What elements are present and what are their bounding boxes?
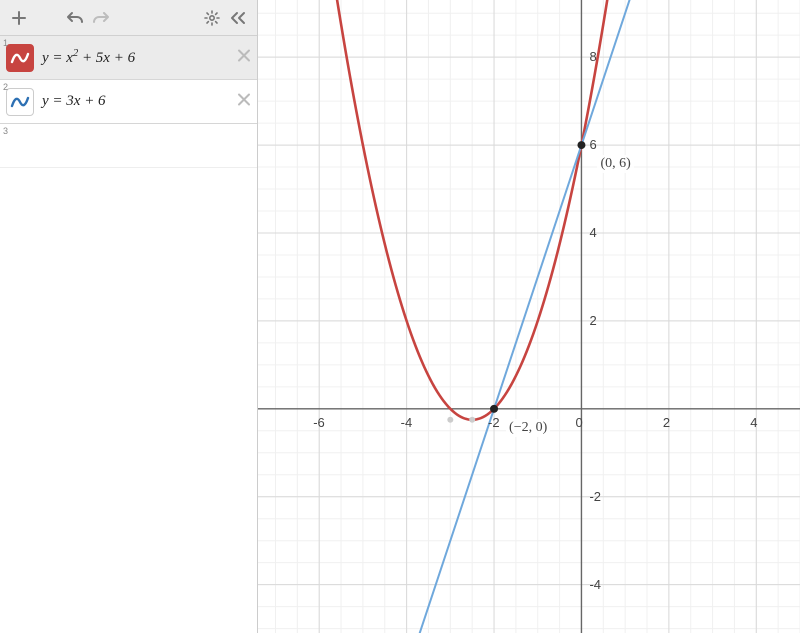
graph-svg	[258, 0, 800, 633]
redo-button[interactable]	[88, 5, 114, 31]
expression-index: 2	[3, 82, 8, 92]
expression-row-empty[interactable]: 3	[0, 124, 257, 168]
collapse-panel-button[interactable]	[225, 5, 251, 31]
close-icon	[237, 48, 251, 62]
y-tick-label: 8	[589, 49, 596, 64]
vertex-mark	[469, 417, 475, 423]
expression-index: 1	[3, 38, 8, 48]
curve-parabola	[258, 0, 800, 420]
settings-button[interactable]	[199, 5, 225, 31]
x-tick-label: -4	[401, 415, 413, 430]
x-tick-label: -2	[488, 415, 500, 430]
gear-icon	[204, 10, 220, 26]
point-label: (0, 6)	[597, 155, 633, 173]
redo-icon	[92, 11, 110, 25]
expression-list: 1 y = x2 + 5x + 6 2 y = 3x + 6 3	[0, 36, 257, 633]
expression-text[interactable]: y = x2 + 5x + 6	[42, 48, 135, 67]
expression-panel: 1 y = x2 + 5x + 6 2 y = 3x + 6 3	[0, 0, 258, 633]
expression-row[interactable]: 2 y = 3x + 6	[0, 80, 257, 124]
y-tick-label: -2	[589, 489, 601, 504]
add-expression-button[interactable]	[6, 5, 32, 31]
delete-expression-button[interactable]	[237, 48, 251, 67]
curve-line	[258, 0, 800, 633]
x-tick-label: 2	[663, 415, 670, 430]
graph-area[interactable]: (−2, 0) (0, 6) -6 -4 -2 0 2 4 -4 -2 2 4 6 8	[258, 0, 800, 633]
intersection-point[interactable]	[577, 141, 585, 149]
intersection-point[interactable]	[490, 405, 498, 413]
vertex-mark	[447, 417, 453, 423]
plus-icon	[12, 11, 26, 25]
chevrons-left-icon	[230, 11, 246, 25]
expression-toolbar	[0, 0, 257, 36]
y-tick-label: 2	[589, 313, 596, 328]
y-tick-label: -4	[589, 577, 601, 592]
expression-color-icon[interactable]	[6, 44, 34, 72]
x-tick-label: 0	[575, 415, 582, 430]
point-label: (−2, 0)	[506, 419, 550, 437]
expression-index: 3	[3, 126, 8, 136]
x-tick-label: 4	[750, 415, 757, 430]
expression-row[interactable]: 1 y = x2 + 5x + 6	[0, 36, 257, 80]
x-tick-label: -6	[313, 415, 325, 430]
undo-button[interactable]	[62, 5, 88, 31]
y-tick-label: 4	[589, 225, 596, 240]
y-tick-label: 6	[589, 137, 596, 152]
delete-expression-button[interactable]	[237, 92, 251, 111]
close-icon	[237, 92, 251, 106]
expression-text[interactable]: y = 3x + 6	[42, 93, 106, 110]
undo-icon	[66, 11, 84, 25]
expression-color-icon[interactable]	[6, 88, 34, 116]
